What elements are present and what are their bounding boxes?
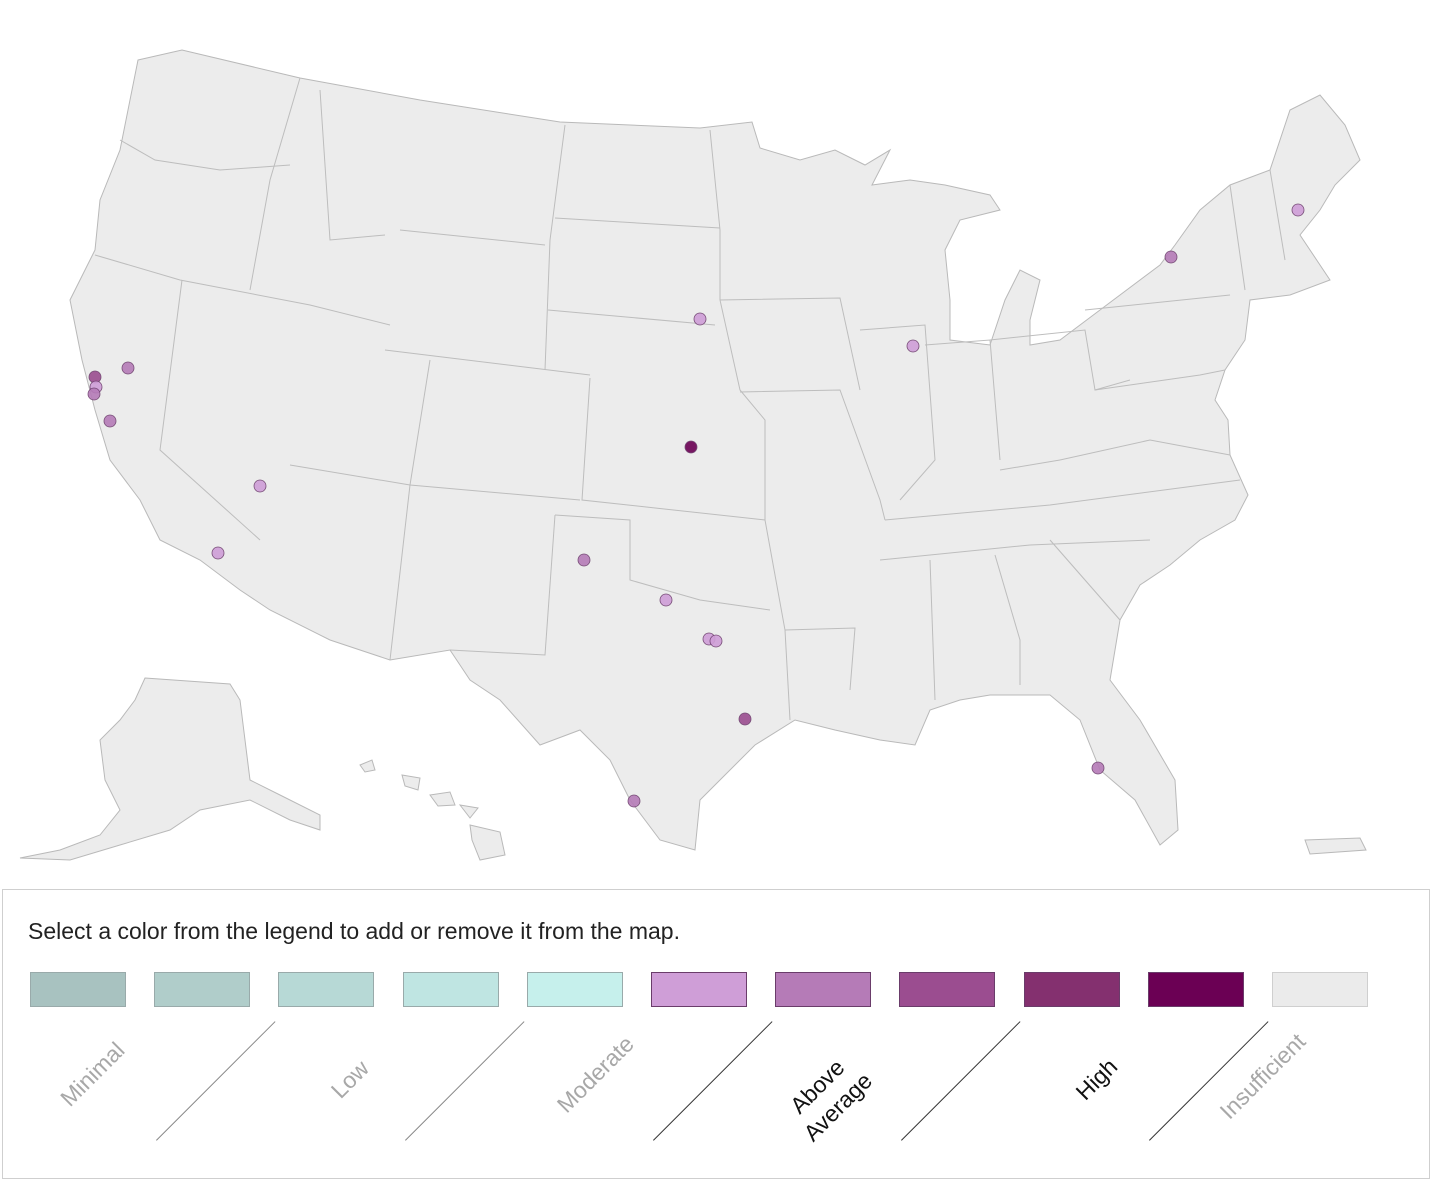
legend-label-high[interactable]: High [1070,1053,1123,1106]
marker-chicago[interactable] [906,339,920,353]
swatch-moderate-1[interactable] [526,972,623,1007]
marker-sf-3[interactable] [87,387,101,401]
swatch-moderate-2[interactable] [651,972,747,1007]
legend-label-moderate[interactable]: Moderate [551,1030,639,1118]
alaska [19,677,321,861]
swatch-above-average[interactable] [775,972,872,1007]
marker-las-vegas[interactable] [253,479,267,493]
legend-instruction: Select a color from the legend to add or… [28,918,680,944]
legend-panel: Select a color from the legend to add or… [2,889,1430,1179]
markers-layer [87,203,1305,808]
marker-sioux-falls[interactable] [693,312,707,326]
puerto-rico [1304,837,1367,855]
swatch-low-1[interactable] [278,972,375,1007]
swatch-high[interactable] [1023,972,1120,1007]
marker-sacramento[interactable] [121,361,135,375]
marker-wichita-falls[interactable] [659,593,673,607]
separator-line [653,1021,773,1141]
marker-houston[interactable] [738,712,752,726]
marker-laredo[interactable] [627,794,641,808]
marker-kansas[interactable] [684,440,698,454]
hawaii [359,759,506,861]
marker-portland-me[interactable] [1291,203,1305,217]
separator-line [156,1021,276,1141]
marker-amarillo[interactable] [577,553,591,567]
legend-label-minimal[interactable]: Minimal [55,1036,130,1112]
marker-san-jose[interactable] [103,414,117,428]
swatch-minimal-2[interactable] [154,972,251,1007]
swatch-insufficient[interactable] [1272,972,1368,1007]
marker-los-angeles[interactable] [211,546,225,560]
us-map [19,49,1367,861]
legend-label-insufficient[interactable]: Insufficient [1214,1028,1311,1125]
marker-dallas-2[interactable] [709,634,723,648]
swatch-above-average-2[interactable] [899,972,996,1007]
separator-line [405,1021,525,1141]
marker-rochester[interactable] [1164,250,1178,264]
legend-label-above-average[interactable]: Above Average [777,1046,878,1147]
contiguous-us [69,49,1361,851]
state-borders [94,77,1286,721]
swatch-minimal-1[interactable] [30,972,126,1007]
swatch-low-2[interactable] [402,972,499,1007]
swatch-high-2[interactable] [1147,972,1244,1007]
separator-line [901,1021,1021,1141]
legend-label-low[interactable]: Low [325,1054,374,1104]
marker-tampa[interactable] [1091,761,1105,775]
